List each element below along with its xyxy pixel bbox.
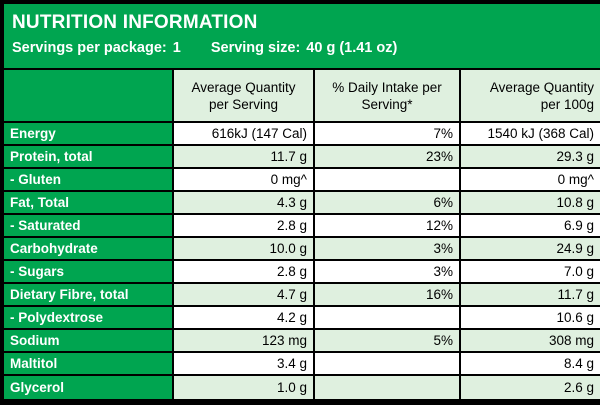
serving-size-label: Serving size: <box>210 40 301 56</box>
daily-intake-value <box>315 169 461 192</box>
per-100g-value: 10.6 g <box>461 307 600 330</box>
serving-size-value: 40 g (1.41 oz) <box>306 40 398 56</box>
daily-intake-value: 23% <box>315 146 461 169</box>
per-serving-value: 1.0 g <box>174 376 315 399</box>
table-row: Dietary Fibre, total 4.7 g 16% 11.7 g <box>4 284 600 307</box>
per-serving-value: 4.3 g <box>174 192 315 215</box>
nutrition-table: Average Quantity per Serving % Daily Int… <box>4 70 600 399</box>
table-row: Sodium 123 mg 5% 308 mg <box>4 330 600 353</box>
per-100g-value: 10.8 g <box>461 192 600 215</box>
nutrient-name: Sodium <box>4 330 174 353</box>
nutrient-name: - Sugars <box>4 261 174 284</box>
per-serving-value: 123 mg <box>174 330 315 353</box>
per-100g-value: 24.9 g <box>461 238 600 261</box>
daily-intake-value: 7% <box>315 123 461 146</box>
per-100g-value: 0 mg^ <box>461 169 600 192</box>
nutrient-name: - Saturated <box>4 215 174 238</box>
per-serving-value: 4.7 g <box>174 284 315 307</box>
daily-intake-value <box>315 307 461 330</box>
per-100g-value: 308 mg <box>461 330 600 353</box>
nutrient-name: Fat, Total <box>4 192 174 215</box>
nutrient-name: Glycerol <box>4 376 174 399</box>
servings-value: 1 <box>172 40 181 56</box>
table-row: - Polydextrose 4.2 g 10.6 g <box>4 307 600 330</box>
col-header-per-100g: Average Quantity per 100g <box>461 70 600 123</box>
panel-title: NUTRITION INFORMATION <box>12 12 258 33</box>
per-100g-value: 1540 kJ (368 Cal) <box>461 123 600 146</box>
per-100g-value: 2.6 g <box>461 376 600 399</box>
daily-intake-value: 16% <box>315 284 461 307</box>
per-100g-value: 8.4 g <box>461 353 600 376</box>
per-serving-value: 0 mg^ <box>174 169 315 192</box>
column-header-row: Average Quantity per Serving % Daily Int… <box>4 70 600 123</box>
per-100g-value: 29.3 g <box>461 146 600 169</box>
per-serving-value: 4.2 g <box>174 307 315 330</box>
table-row: Glycerol 1.0 g 2.6 g <box>4 376 600 399</box>
nutrient-name: Carbohydrate <box>4 238 174 261</box>
nutrient-name: Protein, total <box>4 146 174 169</box>
daily-intake-value: 6% <box>315 192 461 215</box>
per-100g-value: 6.9 g <box>461 215 600 238</box>
nutrient-name: Energy <box>4 123 174 146</box>
daily-intake-value <box>315 353 461 376</box>
col-header-per-serving: Average Quantity per Serving <box>174 70 315 123</box>
table-row: - Saturated 2.8 g 12% 6.9 g <box>4 215 600 238</box>
table-row: Carbohydrate 10.0 g 3% 24.9 g <box>4 238 600 261</box>
per-serving-value: 2.8 g <box>174 261 315 284</box>
daily-intake-value <box>315 376 461 399</box>
per-serving-value: 11.7 g <box>174 146 315 169</box>
per-serving-value: 10.0 g <box>174 238 315 261</box>
per-serving-value: 2.8 g <box>174 215 315 238</box>
header-empty-cell <box>4 70 174 123</box>
nutrition-header: NUTRITION INFORMATION Servings per packa… <box>4 4 600 68</box>
table-row: Energy 616kJ (147 Cal) 7% 1540 kJ (368 Cal) <box>4 123 600 146</box>
per-serving-value: 616kJ (147 Cal) <box>174 123 315 146</box>
nutrient-name: - Polydextrose <box>4 307 174 330</box>
table-row: Protein, total 11.7 g 23% 29.3 g <box>4 146 600 169</box>
per-serving-value: 3.4 g <box>174 353 315 376</box>
daily-intake-value: 5% <box>315 330 461 353</box>
per-100g-value: 7.0 g <box>461 261 600 284</box>
table-row: Fat, Total 4.3 g 6% 10.8 g <box>4 192 600 215</box>
daily-intake-value: 12% <box>315 215 461 238</box>
table-row: Maltitol 3.4 g 8.4 g <box>4 353 600 376</box>
nutrient-name: Maltitol <box>4 353 174 376</box>
nutrient-name: Dietary Fibre, total <box>4 284 174 307</box>
daily-intake-value: 3% <box>315 238 461 261</box>
daily-intake-value: 3% <box>315 261 461 284</box>
col-header-daily-intake: % Daily Intake per Serving* <box>315 70 461 123</box>
per-100g-value: 11.7 g <box>461 284 600 307</box>
nutrient-name: - Gluten <box>4 169 174 192</box>
servings-label: Servings per package: <box>12 40 167 56</box>
servings-info: Servings per package: 1 Serving size: 40 g … <box>12 40 403 56</box>
table-row: - Sugars 2.8 g 3% 7.0 g <box>4 261 600 284</box>
table-row: - Gluten 0 mg^ 0 mg^ <box>4 169 600 192</box>
